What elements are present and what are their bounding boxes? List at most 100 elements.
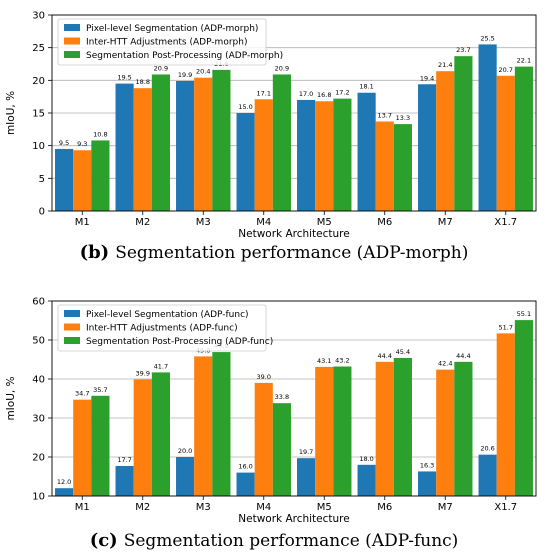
legend: Pixel-level Segmentation (ADP-func) Inter…	[57, 304, 273, 352]
bar-value-label: 12.0	[57, 478, 71, 486]
y-tick-label: 30	[32, 414, 45, 425]
x-tick-label: X1.7	[494, 217, 517, 228]
bar	[272, 74, 291, 211]
y-axis-label: mIoU, %	[5, 376, 17, 420]
bar-value-label: 13.3	[396, 114, 410, 122]
bar-value-label: 16.3	[420, 461, 434, 469]
x-tick-label: M6	[377, 217, 392, 228]
bar-value-label: 39.9	[136, 369, 150, 377]
bar-value-label: 42.4	[438, 360, 452, 368]
bar-value-label: 17.0	[299, 90, 313, 98]
bar	[454, 56, 473, 211]
x-tick-label: M2	[135, 217, 150, 228]
bar	[333, 366, 352, 496]
bar-value-label: 19.9	[178, 71, 192, 79]
y-tick-label: 20	[32, 76, 45, 87]
caption-tag: (b)	[79, 242, 110, 263]
y-tick-label: 40	[32, 375, 45, 386]
bar-value-label: 13.7	[378, 111, 392, 119]
bar	[478, 454, 497, 496]
bar-value-label: 44.4	[378, 352, 392, 360]
bar	[73, 150, 92, 211]
bar	[91, 395, 110, 496]
caption-tag: (c)	[89, 530, 118, 551]
bar-value-label: 18.1	[359, 83, 373, 91]
legend-swatch	[64, 37, 80, 45]
bar	[297, 458, 316, 496]
y-tick-label: 50	[32, 336, 45, 347]
x-tick-label: M4	[256, 502, 271, 513]
bar	[254, 382, 273, 496]
bar-value-label: 43.2	[335, 357, 349, 365]
bar	[357, 92, 376, 211]
x-tick-label: X1.7	[494, 502, 517, 513]
bar-value-label: 20.9	[154, 64, 168, 72]
bar-value-label: 20.9	[275, 64, 289, 72]
bar	[254, 99, 273, 211]
bar	[315, 101, 334, 211]
y-tick-label: 0	[39, 207, 45, 218]
bar-value-label: 33.8	[275, 393, 289, 401]
y-tick-label: 20	[32, 453, 45, 464]
bar	[393, 124, 412, 211]
bar-value-label: 9.5	[59, 139, 69, 147]
y-tick-label: 60	[32, 297, 45, 308]
figure-adp-morph: 0 5 10 15 20 25 30 9.5 9.3 10.8 M1 19.5 18.8 20.9 M2 19…	[0, 0, 548, 270]
bar	[236, 472, 255, 496]
chart-adp-func: 10 20 30 40 50 60 12.0 34.7 35.7 M1 17.7 39.9 41.7 M2…	[5, 297, 537, 525]
bar-value-label: 34.7	[75, 390, 89, 398]
bar-value-label: 45.4	[396, 348, 410, 356]
x-tick-label: M1	[75, 502, 90, 513]
bar-value-label: 19.4	[420, 74, 434, 82]
bar-value-label: 23.7	[456, 46, 470, 54]
x-axis-label: Network Architecture	[238, 513, 349, 525]
x-tick-label: M3	[196, 502, 211, 513]
y-tick-label: 10	[32, 141, 45, 152]
bar	[454, 361, 473, 496]
bar	[272, 403, 291, 496]
bar-value-label: 44.4	[456, 352, 470, 360]
bar	[194, 356, 213, 496]
caption-adp-func: (c) Segmentation performance (ADP-func)	[0, 530, 548, 551]
y-tick-label: 30	[32, 11, 45, 22]
y-tick-label: 25	[32, 43, 45, 54]
bar-value-label: 51.7	[499, 323, 513, 331]
bar	[151, 74, 170, 211]
x-tick-label: M3	[196, 217, 211, 228]
bar-value-label: 20.7	[499, 66, 513, 74]
legend-swatch	[64, 24, 80, 31]
bar-value-label: 43.1	[317, 357, 331, 365]
bar	[436, 71, 455, 211]
y-tick-label: 15	[32, 109, 45, 120]
legend-label: Segmentation Post-Processing (ADP-morph)	[86, 51, 283, 61]
bar	[236, 113, 255, 211]
x-axis-label: Network Architecture	[238, 228, 349, 240]
bar-value-label: 16.8	[317, 91, 331, 99]
y-tick-label: 5	[39, 174, 45, 185]
legend-box	[57, 304, 267, 352]
bar	[315, 366, 334, 496]
legend-swatch	[64, 310, 80, 317]
legend-swatch	[64, 337, 80, 344]
bar-value-label: 20.0	[178, 447, 192, 455]
bar	[418, 471, 437, 496]
x-tick-label: M4	[256, 217, 271, 228]
caption-text: Segmentation performance (ADP-func)	[123, 531, 459, 551]
bar-value-label: 55.1	[517, 310, 531, 318]
figure-adp-func: 10 20 30 40 50 60 12.0 34.7 35.7 M1 17.7 39.9 41.7 M2…	[0, 283, 548, 558]
chart-adp-morph: 0 5 10 15 20 25 30 9.5 9.3 10.8 M1 19.5 18.8 20.9 M2 19…	[5, 11, 537, 240]
bar-value-label: 10.8	[93, 130, 107, 138]
legend-swatch	[64, 51, 80, 58]
bar-value-label: 20.6	[480, 445, 494, 453]
bar-value-label: 25.5	[480, 34, 494, 42]
bar	[357, 464, 376, 496]
plot-frame	[51, 14, 537, 212]
bar	[55, 488, 74, 496]
bar-value-label: 39.0	[257, 373, 271, 381]
legend: Pixel-level Segmentation (ADP-morph) Inte…	[57, 18, 283, 66]
bar	[418, 84, 437, 211]
bar	[514, 66, 533, 211]
bar-value-label: 15.0	[238, 103, 252, 111]
bar	[91, 140, 110, 211]
caption-adp-morph: (b) Segmentation performance (ADP-morph)	[0, 242, 548, 263]
